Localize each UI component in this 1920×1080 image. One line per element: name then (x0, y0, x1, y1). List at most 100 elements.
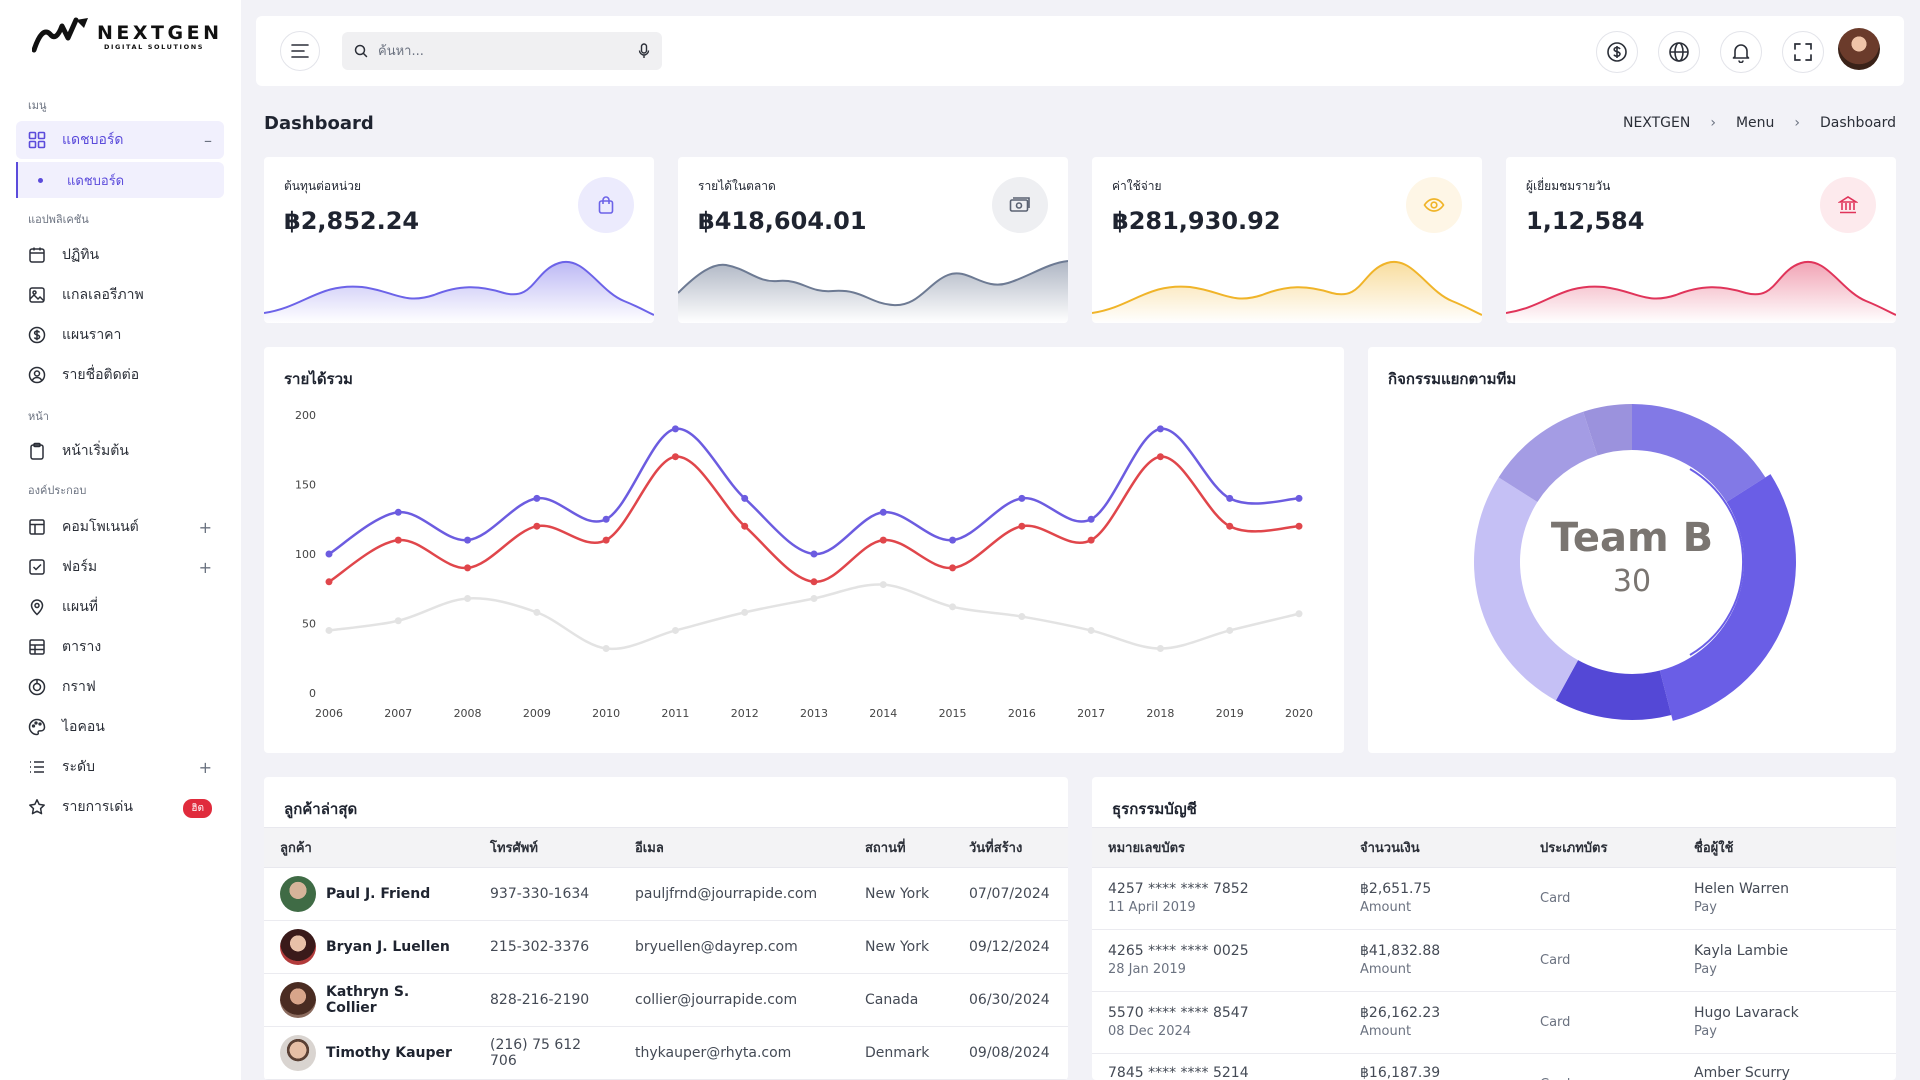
sidebar-item-gallery[interactable]: แกลเลอรีภาพ (16, 276, 224, 314)
data-point[interactable] (602, 645, 610, 653)
data-point[interactable] (671, 626, 679, 634)
expand-icon[interactable]: + (198, 558, 212, 577)
sidebar-item-components[interactable]: คอมโพเนนต์ + (16, 508, 224, 546)
column-header[interactable]: หมายเลขบัตร (1092, 827, 1344, 868)
data-point[interactable] (1018, 522, 1026, 530)
data-point[interactable] (810, 594, 818, 602)
data-point[interactable] (879, 536, 887, 544)
data-point[interactable] (1087, 626, 1095, 634)
data-point[interactable] (533, 522, 541, 530)
expand-icon[interactable]: + (198, 758, 212, 777)
column-header[interactable]: อีเมล (619, 827, 849, 868)
data-point[interactable] (671, 425, 679, 433)
data-point[interactable] (1156, 425, 1164, 433)
data-point[interactable] (325, 550, 333, 558)
table-row[interactable]: 7845 **** **** 5214 ฿16,187.39 Card Ambe… (1092, 1053, 1896, 1080)
data-point[interactable] (1087, 536, 1095, 544)
sidebar-item-starter[interactable]: หน้าเริ่มต้น (16, 432, 224, 470)
data-point[interactable] (1295, 494, 1303, 502)
data-point[interactable] (325, 578, 333, 586)
column-header[interactable]: ประเภทบัตร (1524, 827, 1678, 868)
table-row[interactable]: Timothy Kauper (216) 75 612 706 thykaupe… (264, 1026, 1068, 1080)
breadcrumb-item[interactable]: Menu (1735, 115, 1775, 131)
sidebar-item-pricing[interactable]: แผนราคา (16, 316, 224, 354)
card-number: 4265 **** **** 0025 (1108, 943, 1249, 960)
donut-slice[interactable] (1659, 474, 1796, 721)
table-row[interactable]: Paul J. Friend 937-330-1634 pauljfrnd@jo… (264, 867, 1068, 921)
data-point[interactable] (1156, 453, 1164, 461)
sidebar-item-maps[interactable]: แผนที่ (16, 588, 224, 626)
data-point[interactable] (879, 508, 887, 516)
brand-logo[interactable]: NEXTGEN DIGITAL SOLUTIONS (32, 16, 219, 56)
data-point[interactable] (533, 494, 541, 502)
data-point[interactable] (879, 581, 887, 589)
data-point[interactable] (464, 594, 472, 602)
fullscreen-button[interactable] (1782, 31, 1824, 73)
notifications-button[interactable] (1720, 31, 1762, 73)
data-point[interactable] (394, 508, 402, 516)
data-point[interactable] (394, 617, 402, 625)
data-point[interactable] (1226, 522, 1234, 530)
table-row[interactable]: 4257 **** **** 7852 11 April 2019 ฿2,651.… (1092, 867, 1896, 930)
column-header[interactable]: จำนวนเงิน (1344, 827, 1524, 868)
data-point[interactable] (464, 564, 472, 572)
sidebar-item-tables[interactable]: ตาราง (16, 628, 224, 666)
currency-button[interactable] (1596, 31, 1638, 73)
sidebar-item-dashboard[interactable]: แดชบอร์ด – (16, 121, 224, 159)
data-point[interactable] (1295, 522, 1303, 530)
collapse-icon[interactable]: – (204, 131, 212, 150)
donut-slice[interactable] (1555, 660, 1672, 720)
data-point[interactable] (810, 550, 818, 558)
data-point[interactable] (602, 536, 610, 544)
data-point[interactable] (1226, 626, 1234, 634)
sidebar-item-contacts[interactable]: รายชื่อติดต่อ (16, 356, 224, 394)
sidebar-item-levels[interactable]: ระดับ + (16, 748, 224, 786)
data-point[interactable] (949, 603, 957, 611)
sidebar-item-calendar[interactable]: ปฏิทิน (16, 236, 224, 274)
data-point[interactable] (741, 522, 749, 530)
column-header[interactable]: โทรศัพท์ (474, 827, 619, 868)
data-point[interactable] (741, 608, 749, 616)
microphone-icon[interactable] (638, 43, 650, 59)
language-button[interactable] (1658, 31, 1700, 73)
data-point[interactable] (1087, 515, 1095, 523)
data-point[interactable] (533, 608, 541, 616)
data-point[interactable] (1018, 613, 1026, 621)
donut-slice[interactable] (1474, 477, 1579, 701)
avatar (280, 929, 316, 965)
donut-slice[interactable] (1583, 404, 1632, 456)
column-header[interactable]: วันที่สร้าง (953, 827, 1068, 868)
data-point[interactable] (1018, 494, 1026, 502)
table-row[interactable]: 5570 **** **** 8547 08 Dec 2024 ฿26,162.2… (1092, 991, 1896, 1054)
sidebar-item-charts[interactable]: กราฟ (16, 668, 224, 706)
data-point[interactable] (810, 578, 818, 586)
column-header[interactable]: สถานที่ (849, 827, 953, 868)
menu-toggle-button[interactable] (280, 31, 320, 71)
data-point[interactable] (325, 626, 333, 634)
data-point[interactable] (1226, 494, 1234, 502)
sidebar-item-icons[interactable]: ไอคอน (16, 708, 224, 746)
search-input[interactable] (378, 43, 638, 59)
data-point[interactable] (1295, 610, 1303, 618)
donut-slice[interactable] (1498, 411, 1598, 502)
sidebar-subitem-dashboard[interactable]: แดชบอร์ด (16, 162, 224, 198)
donut-slice[interactable] (1632, 404, 1766, 502)
data-point[interactable] (949, 564, 957, 572)
sidebar-item-forms[interactable]: ฟอร์ม + (16, 548, 224, 586)
user-avatar[interactable] (1838, 28, 1880, 70)
table-row[interactable]: 4265 **** **** 0025 28 Jan 2019 ฿41,832.8… (1092, 929, 1896, 992)
expand-icon[interactable]: + (198, 518, 212, 537)
data-point[interactable] (602, 515, 610, 523)
column-header[interactable]: ลูกค้า (264, 827, 474, 868)
breadcrumb-item[interactable]: NEXTGEN (1622, 115, 1691, 131)
data-point[interactable] (671, 453, 679, 461)
data-point[interactable] (1156, 645, 1164, 653)
table-row[interactable]: Bryan J. Luellen 215-302-3376 bryuellen@… (264, 920, 1068, 974)
data-point[interactable] (741, 494, 749, 502)
sidebar-item-featured[interactable]: รายการเด่น ฮิต (16, 788, 224, 826)
data-point[interactable] (464, 536, 472, 544)
column-header[interactable]: ชื่อผู้ใช้ (1678, 827, 1896, 868)
data-point[interactable] (949, 536, 957, 544)
table-row[interactable]: Kathryn S. Collier 828-216-2190 collier@… (264, 973, 1068, 1027)
data-point[interactable] (394, 536, 402, 544)
